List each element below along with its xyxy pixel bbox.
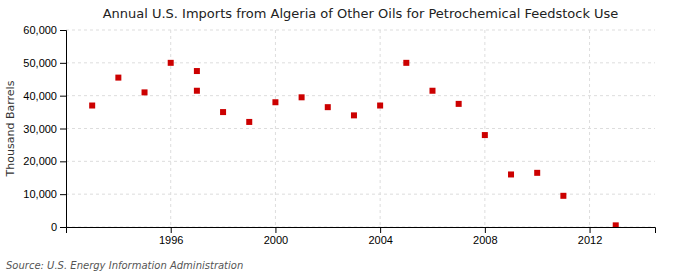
grid bbox=[66, 30, 655, 227]
grid-line bbox=[66, 161, 655, 162]
tick: 50,000 bbox=[23, 57, 66, 69]
grid-line bbox=[589, 30, 590, 227]
point bbox=[194, 88, 200, 94]
tick-mark bbox=[590, 227, 591, 233]
point bbox=[456, 101, 462, 107]
tick-mark bbox=[171, 227, 172, 233]
point bbox=[299, 94, 305, 100]
tick: 20,000 bbox=[23, 155, 66, 167]
point bbox=[351, 112, 357, 118]
grid-line bbox=[66, 30, 655, 31]
tick-mark bbox=[60, 194, 66, 195]
point bbox=[482, 132, 488, 138]
point bbox=[377, 103, 383, 109]
point bbox=[168, 60, 174, 66]
tick-label: 30,000 bbox=[23, 123, 57, 135]
chart: 1996 2000 2004 2008 2012 0 10,000 20,000 30,000 4… bbox=[0, 0, 675, 275]
plot-area: 1996 2000 2004 2008 2012 0 10,000 20,000 30,000 4… bbox=[23, 24, 655, 246]
point bbox=[246, 119, 252, 125]
tick-label: 2008 bbox=[473, 234, 497, 246]
tick-mark bbox=[60, 129, 66, 130]
tick-label: 20,000 bbox=[23, 155, 57, 167]
tick-label: 50,000 bbox=[23, 57, 57, 69]
tick: 2000 bbox=[264, 227, 288, 246]
point bbox=[560, 193, 566, 199]
tick: 2004 bbox=[368, 227, 392, 246]
point bbox=[115, 75, 121, 81]
point bbox=[613, 222, 619, 227]
point bbox=[272, 99, 278, 105]
y-axis: 0 10,000 20,000 30,000 40,000 50,000 60,000 bbox=[23, 24, 66, 233]
title: Annual U.S. Imports from Algeria of Othe… bbox=[103, 6, 619, 21]
tick-label: 10,000 bbox=[23, 188, 57, 200]
tick: 60,000 bbox=[23, 24, 66, 36]
tick-label: 0 bbox=[51, 221, 57, 233]
point bbox=[194, 68, 200, 74]
points bbox=[89, 60, 619, 227]
tick-mark bbox=[60, 161, 66, 162]
tick-mark bbox=[60, 227, 66, 228]
grid-line bbox=[380, 30, 381, 227]
tick-mark bbox=[60, 96, 66, 97]
point bbox=[403, 60, 409, 66]
grid-line bbox=[275, 30, 276, 227]
grid-line bbox=[66, 194, 655, 195]
grid-line bbox=[66, 95, 655, 96]
tick-mark bbox=[485, 227, 486, 233]
axis-line bbox=[60, 31, 67, 228]
tick-label: 40,000 bbox=[23, 90, 57, 102]
point bbox=[220, 109, 226, 115]
point bbox=[508, 171, 514, 177]
grid-line bbox=[484, 30, 485, 227]
x-axis: 1996 2000 2004 2008 2012 bbox=[67, 227, 656, 246]
axis-line bbox=[67, 228, 656, 234]
grid-line bbox=[66, 62, 655, 63]
tick: 30,000 bbox=[23, 123, 66, 135]
tick: 2008 bbox=[473, 227, 497, 246]
grid-line bbox=[170, 30, 171, 227]
tick-mark bbox=[275, 227, 276, 233]
point bbox=[325, 104, 331, 110]
tick-mark bbox=[60, 63, 66, 64]
y-axis-title: Thousand Barrels bbox=[4, 80, 17, 177]
tick-label: 1996 bbox=[159, 234, 183, 246]
point bbox=[534, 170, 540, 176]
grid-line bbox=[66, 128, 655, 129]
tick-mark bbox=[60, 30, 66, 31]
tick-label: 2000 bbox=[264, 234, 288, 246]
tick: 10,000 bbox=[23, 188, 66, 200]
tick-label: 2004 bbox=[368, 234, 392, 246]
source: Source: U.S. Energy Information Administ… bbox=[6, 260, 243, 271]
tick: 1996 bbox=[159, 227, 183, 246]
tick-label: 2012 bbox=[578, 234, 602, 246]
tick: 0 bbox=[51, 221, 66, 233]
tick: 40,000 bbox=[23, 90, 66, 102]
tick-mark bbox=[380, 227, 381, 233]
point bbox=[429, 88, 435, 94]
point bbox=[142, 89, 148, 95]
tick: 2012 bbox=[578, 227, 602, 246]
point bbox=[89, 103, 95, 109]
tick-label: 60,000 bbox=[23, 24, 57, 36]
